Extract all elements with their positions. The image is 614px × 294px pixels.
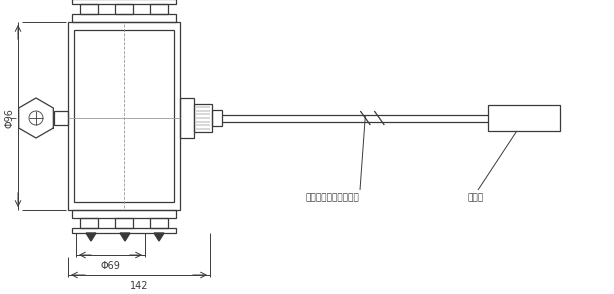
Bar: [72, 228, 176, 233]
Polygon shape: [86, 233, 96, 241]
Bar: [194, 104, 212, 132]
Bar: [74, 30, 174, 202]
Text: 142: 142: [130, 281, 148, 291]
Bar: [80, 218, 98, 228]
Text: 受压管: 受压管: [468, 193, 484, 202]
Text: 导压管按实际确定长度: 导压管按实际确定长度: [305, 193, 359, 202]
Bar: [72, 14, 176, 22]
Polygon shape: [154, 233, 164, 241]
Bar: [72, 210, 176, 218]
Bar: [488, 105, 560, 131]
Bar: [68, 22, 180, 210]
Bar: [212, 110, 222, 126]
Bar: [80, 4, 98, 14]
Bar: [115, 218, 133, 228]
Bar: [72, 0, 176, 4]
Polygon shape: [120, 233, 130, 241]
Text: Φ69: Φ69: [101, 261, 120, 271]
Bar: [115, 4, 133, 14]
Bar: [54, 111, 68, 125]
Bar: [150, 218, 168, 228]
Bar: [150, 4, 168, 14]
Bar: [180, 98, 194, 138]
Text: Φ96: Φ96: [5, 108, 15, 128]
